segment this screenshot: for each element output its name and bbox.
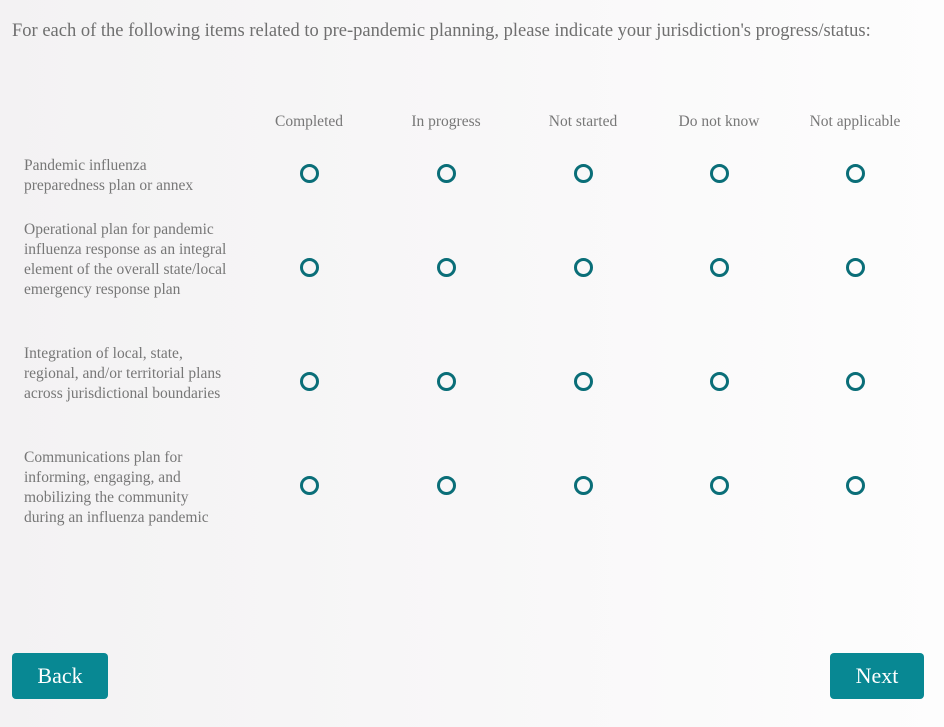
- radio-button[interactable]: [845, 163, 865, 183]
- radio-button[interactable]: [299, 371, 319, 391]
- radio-button[interactable]: [573, 257, 593, 277]
- radio-button[interactable]: [573, 371, 593, 391]
- radio-button[interactable]: [299, 257, 319, 277]
- row-label: Communications plan for informing, engag…: [24, 449, 209, 526]
- radio-button[interactable]: [436, 475, 456, 495]
- radio-button[interactable]: [709, 257, 729, 277]
- radio-button[interactable]: [709, 475, 729, 495]
- radio-button[interactable]: [709, 371, 729, 391]
- column-header: In progress: [411, 113, 481, 130]
- column-header: Do not know: [678, 113, 760, 130]
- radio-button[interactable]: [436, 163, 456, 183]
- row-label: Operational plan for pandemic influenza …: [24, 221, 227, 298]
- back-button[interactable]: Back: [12, 653, 108, 699]
- radio-button[interactable]: [436, 371, 456, 391]
- next-button[interactable]: Next: [830, 653, 924, 699]
- radio-button[interactable]: [299, 163, 319, 183]
- radio-button[interactable]: [299, 475, 319, 495]
- radio-button[interactable]: [845, 475, 865, 495]
- row-label: Pandemic influenza preparedness plan or …: [24, 157, 194, 194]
- radio-button[interactable]: [436, 257, 456, 277]
- radio-button[interactable]: [573, 475, 593, 495]
- radio-button[interactable]: [845, 257, 865, 277]
- radio-button[interactable]: [845, 371, 865, 391]
- column-header: Not started: [548, 113, 618, 130]
- question-text: For each of the following items related …: [12, 21, 871, 41]
- row-label: Integration of local, state, regional, a…: [24, 345, 222, 402]
- radio-button[interactable]: [573, 163, 593, 183]
- column-header: Not applicable: [809, 113, 901, 130]
- radio-button[interactable]: [709, 163, 729, 183]
- column-header: Completed: [274, 113, 344, 130]
